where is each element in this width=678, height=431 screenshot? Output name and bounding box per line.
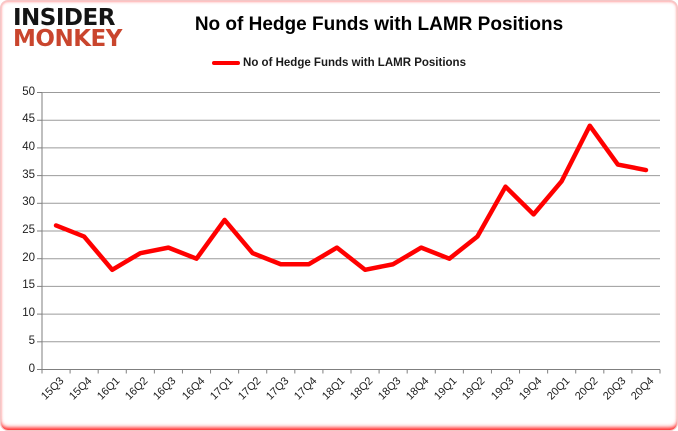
y-axis-label: 45 — [22, 113, 35, 126]
logo-text-monkey: MONKEY — [13, 26, 122, 53]
legend-line-swatch — [212, 61, 241, 65]
insider-monkey-logo: INSIDER MONKEY — [13, 5, 122, 53]
y-axis-label: 25 — [22, 224, 35, 236]
y-axis-label: 20 — [22, 251, 35, 264]
y-axis-label: 15 — [22, 279, 35, 292]
logo-text-insider: INSIDER — [13, 5, 115, 31]
y-axis-label: 35 — [22, 168, 35, 181]
y-axis-label: 40 — [22, 140, 35, 153]
chart-title: No of Hedge Funds with LAMR Positions — [194, 14, 564, 35]
y-axis-label: 0 — [28, 362, 35, 375]
legend: No of Hedge Funds with LAMR Positions — [1, 57, 677, 69]
y-axis-label: 10 — [22, 307, 35, 320]
data-line-hedge-funds — [53, 123, 649, 273]
y-axis-label: 50 — [22, 85, 35, 98]
y-axis-label: 5 — [28, 334, 35, 347]
legend-label: No of Hedge Funds with LAMR Positions — [243, 57, 466, 69]
y-axis-label: 30 — [22, 196, 35, 209]
